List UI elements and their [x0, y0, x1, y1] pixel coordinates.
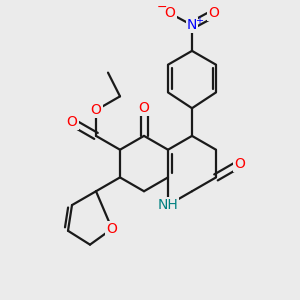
- Text: O: O: [165, 6, 176, 20]
- Text: O: O: [139, 101, 149, 115]
- Text: O: O: [106, 222, 117, 236]
- Text: N: N: [187, 18, 197, 32]
- Text: O: O: [91, 103, 101, 117]
- Text: −: −: [157, 1, 167, 14]
- Text: O: O: [208, 6, 219, 20]
- Text: O: O: [67, 115, 77, 129]
- Text: O: O: [235, 157, 245, 171]
- Text: NH: NH: [158, 198, 178, 212]
- Text: +: +: [195, 16, 203, 26]
